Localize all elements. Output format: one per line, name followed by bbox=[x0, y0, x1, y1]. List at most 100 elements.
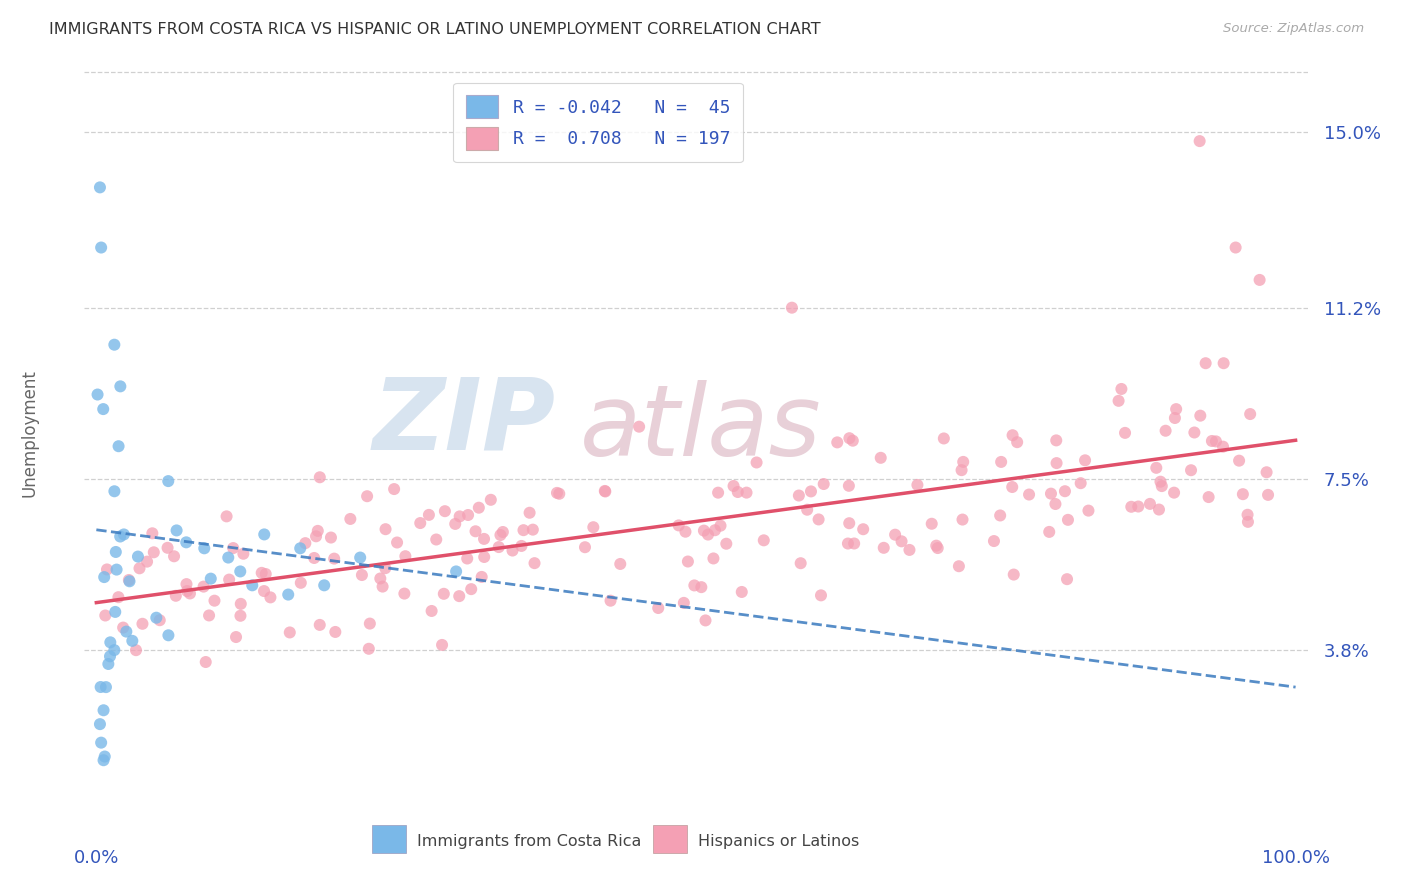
Point bbox=[950, 463, 973, 477]
Point bbox=[810, 588, 832, 602]
Point bbox=[983, 534, 1005, 549]
Point bbox=[1108, 393, 1130, 408]
Point bbox=[925, 539, 948, 553]
Point bbox=[668, 518, 690, 533]
Point bbox=[807, 512, 830, 526]
Point bbox=[884, 527, 907, 541]
Point bbox=[90, 680, 112, 694]
Point bbox=[1070, 476, 1092, 491]
Point bbox=[200, 572, 222, 586]
Point bbox=[582, 520, 605, 534]
Point bbox=[131, 616, 153, 631]
Point bbox=[898, 543, 921, 558]
Point bbox=[842, 434, 865, 448]
Point bbox=[780, 301, 803, 315]
Point bbox=[444, 565, 467, 579]
Point bbox=[1057, 513, 1080, 527]
Point bbox=[96, 562, 118, 576]
Point bbox=[308, 618, 330, 632]
Point bbox=[952, 512, 974, 526]
Point bbox=[157, 474, 180, 488]
Point bbox=[444, 516, 467, 531]
Text: 100.0%: 100.0% bbox=[1261, 849, 1330, 867]
Point bbox=[723, 479, 745, 493]
Point bbox=[394, 586, 416, 600]
Point bbox=[115, 624, 138, 639]
Point bbox=[502, 543, 524, 558]
Point bbox=[510, 539, 533, 553]
Point bbox=[89, 180, 111, 194]
Point bbox=[460, 582, 482, 596]
Point bbox=[595, 484, 617, 499]
Point bbox=[800, 484, 823, 499]
Text: Source: ZipAtlas.com: Source: ZipAtlas.com bbox=[1223, 22, 1364, 36]
Point bbox=[229, 565, 252, 579]
Point bbox=[319, 531, 342, 545]
Point bbox=[314, 578, 336, 592]
Point bbox=[1232, 487, 1254, 501]
Point bbox=[94, 608, 117, 623]
Point bbox=[128, 561, 150, 575]
Point bbox=[193, 580, 215, 594]
Point bbox=[471, 570, 494, 584]
Point bbox=[1188, 134, 1211, 148]
Point bbox=[108, 529, 131, 543]
Point bbox=[548, 487, 571, 501]
Point bbox=[574, 540, 596, 554]
Point bbox=[112, 621, 135, 635]
Point bbox=[1018, 487, 1040, 501]
Point bbox=[357, 641, 380, 656]
Point bbox=[229, 608, 252, 623]
Point bbox=[409, 516, 432, 530]
Point bbox=[1166, 402, 1188, 417]
Point bbox=[472, 549, 495, 564]
Point bbox=[1239, 407, 1261, 421]
Point bbox=[302, 551, 325, 566]
Point bbox=[90, 240, 112, 255]
Point bbox=[672, 596, 695, 610]
Point bbox=[107, 590, 129, 604]
Point bbox=[430, 638, 453, 652]
Point bbox=[1198, 490, 1220, 504]
Point bbox=[1195, 356, 1218, 370]
Point bbox=[1182, 425, 1205, 440]
Point bbox=[921, 516, 943, 531]
Point bbox=[374, 522, 396, 536]
Point bbox=[489, 528, 512, 542]
Point bbox=[522, 523, 544, 537]
Point bbox=[468, 500, 491, 515]
Point bbox=[690, 580, 713, 594]
Point bbox=[472, 532, 495, 546]
Point bbox=[222, 541, 245, 555]
Point bbox=[1074, 453, 1097, 467]
Point bbox=[89, 717, 111, 731]
Point bbox=[1154, 424, 1177, 438]
Point bbox=[789, 556, 811, 570]
Point bbox=[253, 584, 276, 599]
Point bbox=[93, 749, 117, 764]
Point bbox=[813, 477, 835, 491]
Point bbox=[198, 608, 221, 623]
Point bbox=[1147, 502, 1170, 516]
Point bbox=[1249, 273, 1271, 287]
Text: IMMIGRANTS FROM COSTA RICA VS HISPANIC OR LATINO UNEMPLOYMENT CORRELATION CHART: IMMIGRANTS FROM COSTA RICA VS HISPANIC O… bbox=[49, 22, 821, 37]
Point bbox=[1001, 480, 1024, 494]
Point bbox=[91, 402, 114, 417]
Point bbox=[1225, 240, 1247, 255]
Point bbox=[787, 489, 810, 503]
Point bbox=[179, 586, 201, 600]
Point bbox=[1227, 453, 1250, 467]
Point bbox=[838, 516, 860, 531]
Point bbox=[325, 624, 347, 639]
Text: Unemployment: Unemployment bbox=[20, 368, 38, 497]
Point bbox=[141, 526, 163, 541]
Point bbox=[294, 536, 316, 550]
Point bbox=[1114, 425, 1136, 440]
Point bbox=[93, 570, 115, 584]
Point bbox=[852, 522, 875, 536]
Point bbox=[125, 643, 148, 657]
Point bbox=[204, 593, 226, 607]
Point bbox=[118, 574, 141, 589]
Point bbox=[385, 535, 408, 549]
Point bbox=[647, 601, 669, 615]
